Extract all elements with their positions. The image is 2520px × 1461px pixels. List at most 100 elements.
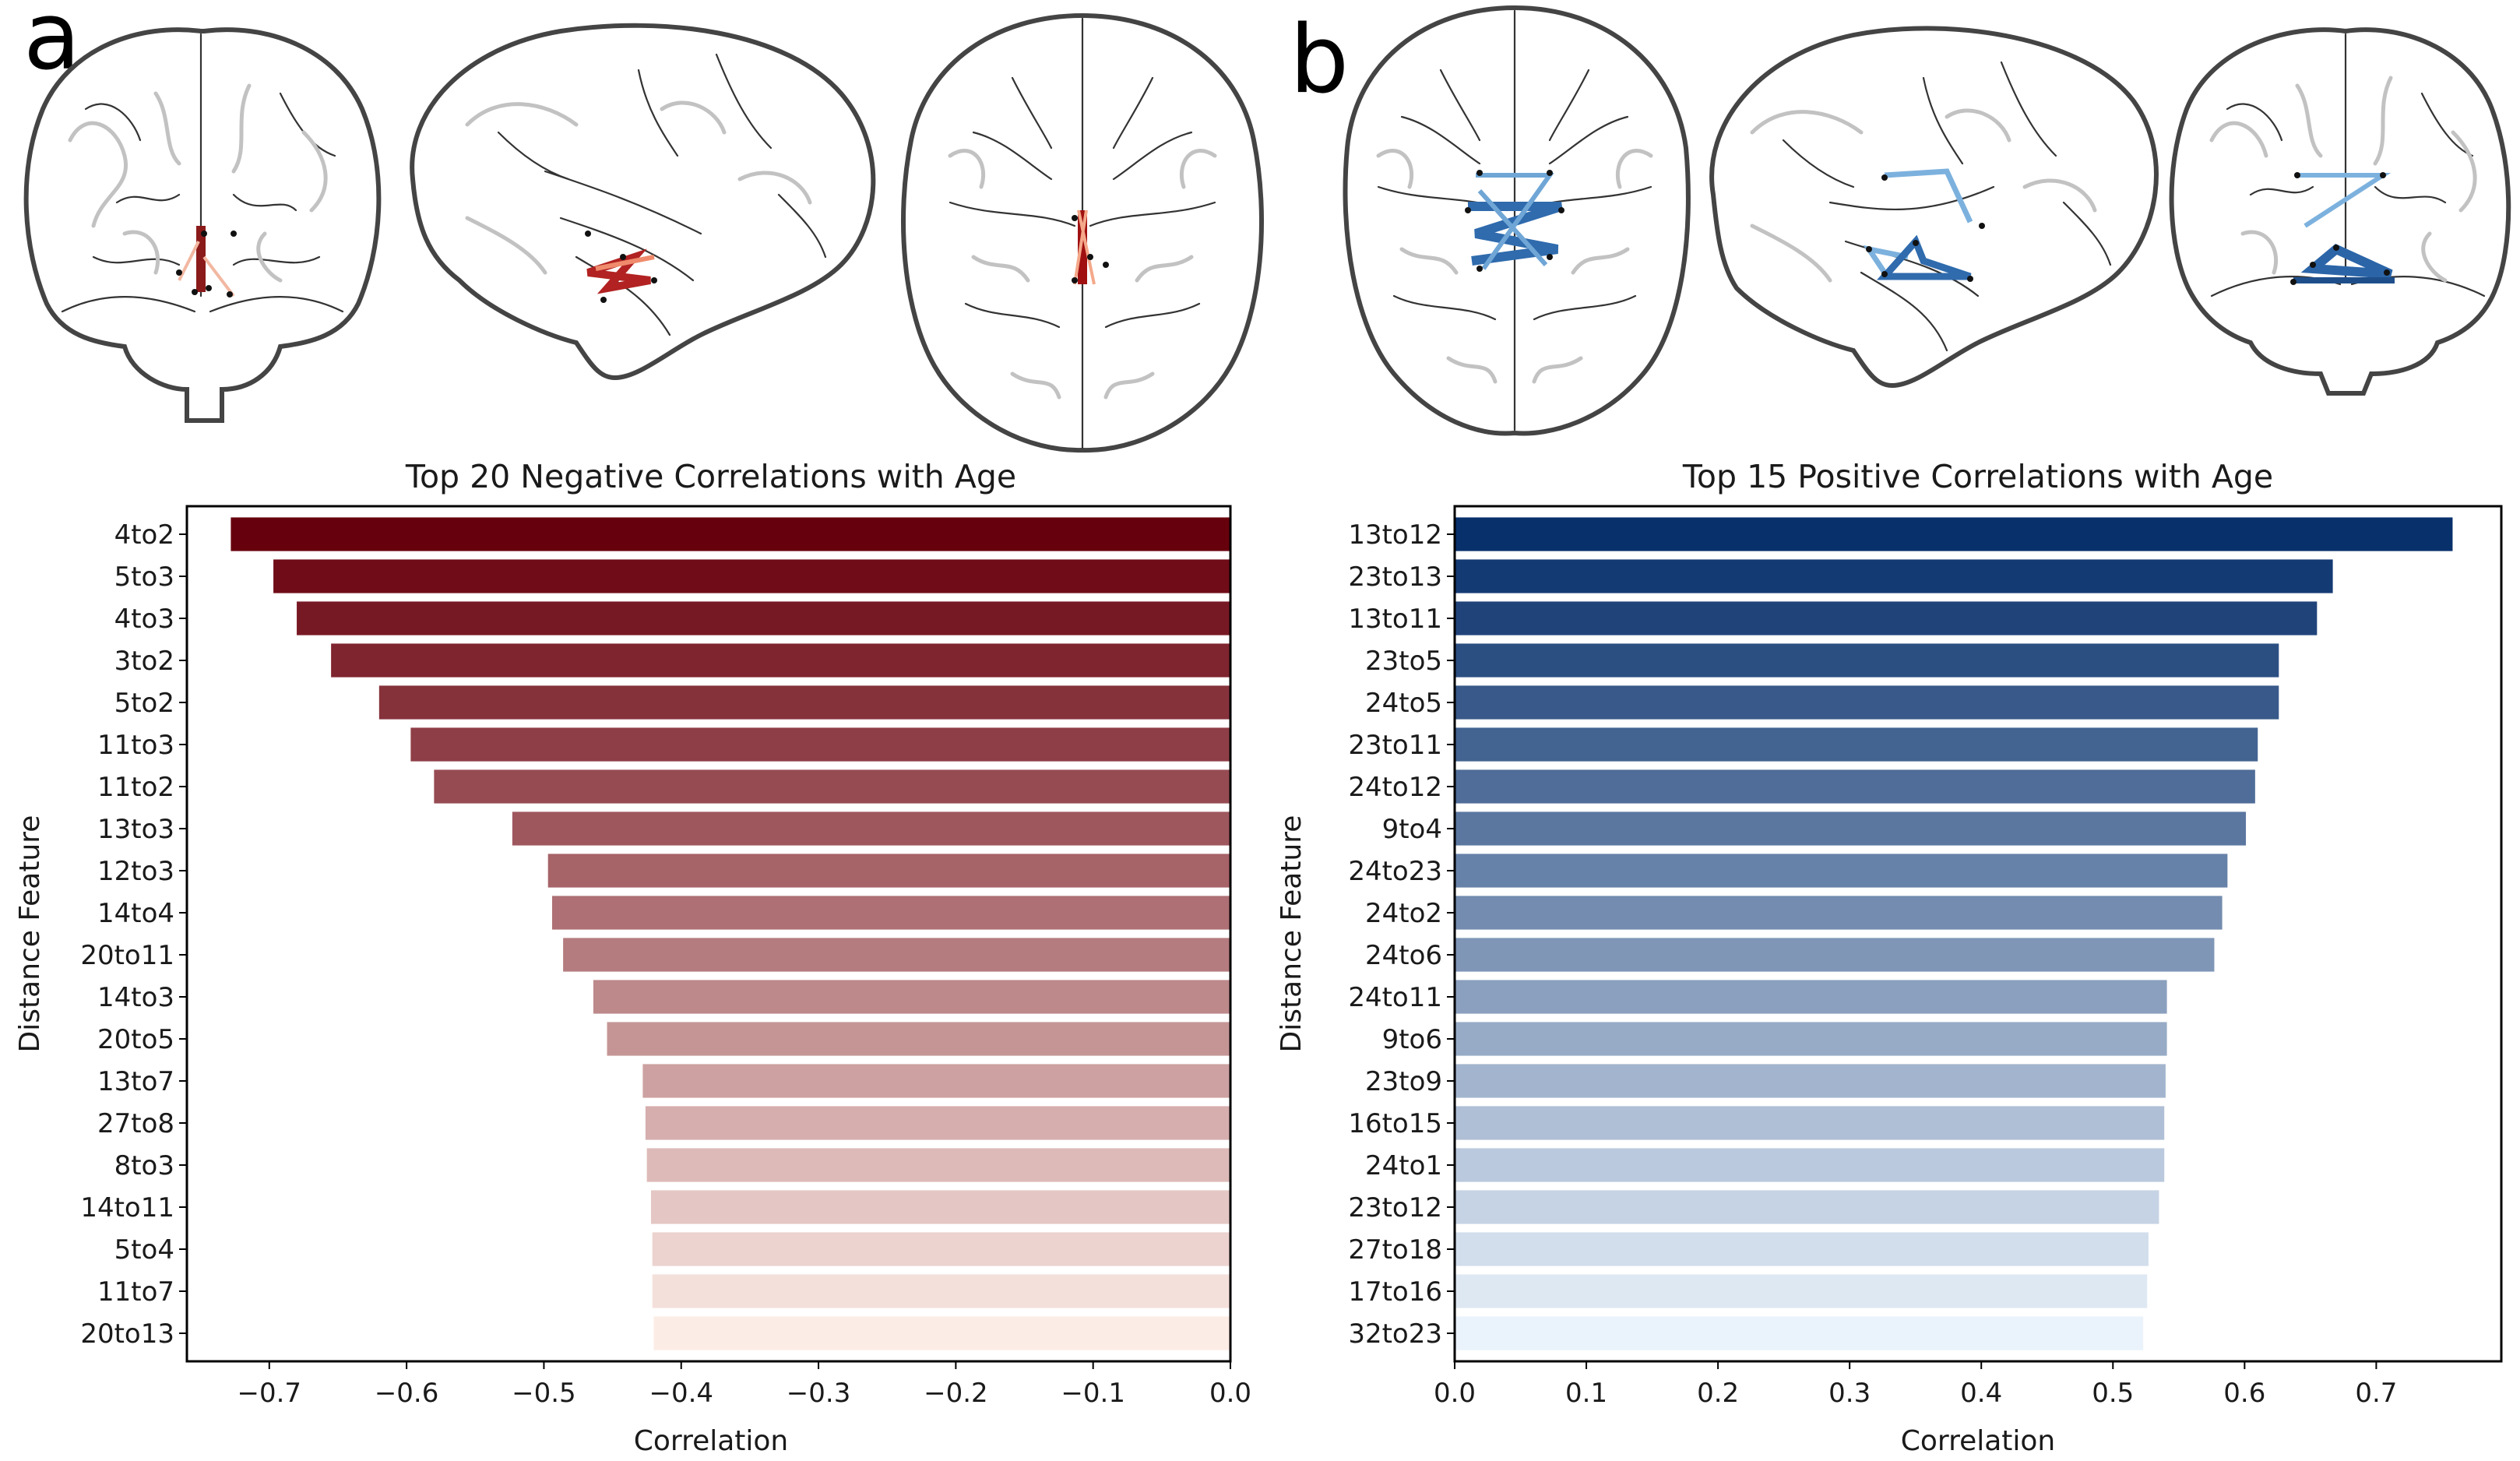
chart-a-bar bbox=[297, 601, 1231, 635]
chart-b-xtick-label: 0.7 bbox=[2355, 1378, 2397, 1409]
chart-b-bar bbox=[1455, 938, 2215, 972]
chart-b-bar bbox=[1455, 1274, 2148, 1308]
chart-a-xtick-label: −0.4 bbox=[649, 1378, 713, 1409]
chart-a-ytick-label: 5to4 bbox=[114, 1234, 174, 1266]
chart-a-bar bbox=[645, 1106, 1230, 1140]
chart-a-ytick-label: 14to11 bbox=[80, 1192, 174, 1223]
chart-a-ytick-label: 11to7 bbox=[97, 1276, 174, 1308]
chart-a-ytick-label: 11to2 bbox=[97, 772, 174, 803]
chart-a-ytick-label: 20to11 bbox=[80, 940, 174, 971]
chart-a-bar bbox=[607, 1022, 1230, 1056]
chart-a-bar bbox=[273, 559, 1230, 593]
brain-a-coronal bbox=[23, 27, 382, 423]
brain-b-coronal bbox=[2169, 27, 2511, 396]
chart-a-title: Top 20 Negative Correlations with Age bbox=[405, 458, 1016, 495]
chart-b-bar bbox=[1455, 980, 2167, 1014]
chart-a-bar bbox=[434, 769, 1230, 804]
chart-a-bar bbox=[650, 1190, 1230, 1224]
chart-b-bar bbox=[1455, 1190, 2159, 1224]
chart-b-bar bbox=[1455, 896, 2223, 930]
chart-b-bar bbox=[1455, 1148, 2165, 1182]
chart-a-ytick-label: 13to7 bbox=[97, 1066, 174, 1097]
chart-a-bar bbox=[378, 685, 1231, 720]
chart-a-bar bbox=[552, 896, 1230, 930]
chart-a-bar bbox=[652, 1274, 1230, 1308]
chart-b-xtick-label: 0.1 bbox=[1565, 1378, 1607, 1409]
chart-a-bar bbox=[652, 1232, 1230, 1266]
chart-b-title: Top 15 Positive Correlations with Age bbox=[1682, 458, 2273, 495]
chart-b-ytick-label: 24to2 bbox=[1365, 898, 1442, 929]
chart-b-ylabel: Distance Feature bbox=[1276, 815, 1308, 1053]
chart-b-ytick-label: 32to23 bbox=[1348, 1318, 1442, 1350]
chart-b-xtick-label: 0.2 bbox=[1697, 1378, 1739, 1409]
chart-b-ytick-label: 9to4 bbox=[1382, 814, 1442, 845]
chart-b-ytick-label: 24to23 bbox=[1348, 856, 1442, 887]
chart-a-ytick-label: 13to3 bbox=[97, 814, 174, 845]
chart-b-ytick-label: 24to11 bbox=[1348, 982, 1442, 1013]
brain-a-axial bbox=[901, 12, 1264, 453]
chart-a-ytick-label: 4to3 bbox=[114, 604, 174, 635]
chart-positive-correlations: Top 15 Positive Correlations with Age 13… bbox=[1276, 458, 2503, 1457]
chart-b-ytick-label: 23to12 bbox=[1348, 1192, 1442, 1223]
chart-b-bar bbox=[1455, 727, 2258, 762]
chart-b-xtick-label: 0.5 bbox=[2092, 1378, 2134, 1409]
chart-a-xtick-label: −0.3 bbox=[787, 1378, 851, 1409]
chart-b-ytick-label: 23to13 bbox=[1348, 562, 1442, 593]
chart-b-bar bbox=[1455, 1106, 2165, 1140]
chart-a-ytick-label: 14to3 bbox=[97, 982, 174, 1013]
chart-b-ytick-label: 23to11 bbox=[1348, 730, 1442, 761]
brain-b-axial bbox=[1343, 5, 1691, 436]
chart-a-bar bbox=[646, 1148, 1230, 1182]
chart-b-frame bbox=[1453, 505, 2503, 1363]
brain-b-sagittal bbox=[1709, 26, 2159, 389]
chart-b-ytick-label: 23to5 bbox=[1365, 646, 1442, 677]
chart-a-ytick-label: 4to2 bbox=[114, 519, 174, 551]
chart-a-ytick-label: 5to3 bbox=[114, 562, 174, 593]
chart-a-ylabel: Distance Feature bbox=[14, 815, 46, 1053]
chart-a-bar bbox=[410, 727, 1230, 762]
chart-a-ytick-label: 5to2 bbox=[114, 688, 174, 719]
chart-a-bar bbox=[653, 1316, 1230, 1350]
chart-b-xtick-label: 0.6 bbox=[2223, 1378, 2265, 1409]
chart-b-bar bbox=[1455, 643, 2279, 678]
chart-a-bar bbox=[512, 811, 1230, 846]
chart-a-bar bbox=[593, 980, 1230, 1014]
chart-a-frame bbox=[185, 505, 1232, 1363]
chart-a-ytick-label: 11to3 bbox=[97, 730, 174, 761]
chart-a-bar bbox=[231, 517, 1231, 551]
chart-a-ytick-label: 3to2 bbox=[114, 646, 174, 677]
chart-a-bar bbox=[563, 938, 1230, 972]
chart-a-ytick-label: 8to3 bbox=[114, 1150, 174, 1181]
chart-a-bar bbox=[642, 1064, 1230, 1098]
chart-b-bar bbox=[1455, 559, 2333, 593]
chart-b-ytick-label: 23to9 bbox=[1365, 1066, 1442, 1097]
brain-a-sagittal bbox=[410, 23, 876, 381]
chart-b-bar bbox=[1455, 1232, 2149, 1266]
chart-b-ytick-label: 16to15 bbox=[1348, 1108, 1442, 1139]
chart-a-xtick-label: −0.5 bbox=[512, 1378, 576, 1409]
chart-b-xlabel: Correlation bbox=[1901, 1425, 2056, 1457]
chart-a-bar bbox=[547, 854, 1230, 888]
chart-b-ytick-label: 24to5 bbox=[1365, 688, 1442, 719]
chart-b-bar bbox=[1455, 811, 2247, 846]
chart-a-xtick-label: −0.6 bbox=[375, 1378, 439, 1409]
chart-b-ytick-label: 9to6 bbox=[1382, 1024, 1442, 1055]
chart-a-ytick-label: 12to3 bbox=[97, 856, 174, 887]
chart-b-ytick-label: 17to16 bbox=[1348, 1276, 1442, 1308]
chart-b-bar bbox=[1455, 1316, 2144, 1350]
chart-b-bar bbox=[1455, 1064, 2166, 1098]
chart-b-ytick-label: 24to6 bbox=[1365, 940, 1442, 971]
chart-b-xtick-label: 0.3 bbox=[1828, 1378, 1871, 1409]
chart-b-bar bbox=[1455, 685, 2279, 720]
chart-b-ytick-label: 27to18 bbox=[1348, 1234, 1442, 1266]
chart-b-ytick-label: 24to1 bbox=[1365, 1150, 1442, 1181]
chart-b-bar bbox=[1455, 601, 2318, 635]
chart-a-xtick-label: −0.7 bbox=[238, 1378, 302, 1409]
chart-b-ytick-label: 13to11 bbox=[1348, 604, 1442, 635]
chart-b-bar bbox=[1455, 1022, 2167, 1056]
panel-letter-b: b bbox=[1290, 6, 1349, 114]
chart-b-bar bbox=[1455, 769, 2255, 804]
chart-a-xtick-label: −0.1 bbox=[1061, 1378, 1125, 1409]
chart-b-ytick-label: 24to12 bbox=[1348, 772, 1442, 803]
